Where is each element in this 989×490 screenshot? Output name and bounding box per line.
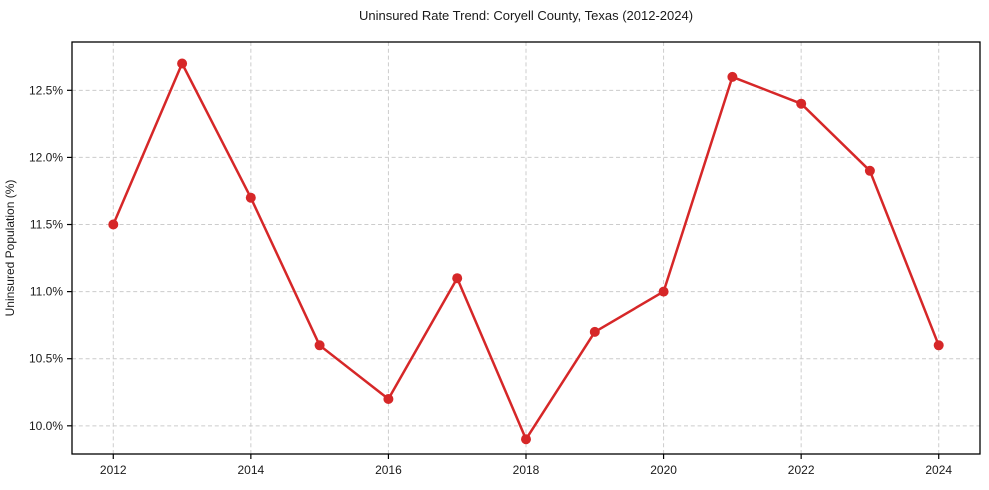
y-axis-label: Uninsured Population (%) — [3, 180, 17, 317]
y-tick-label: 12.0% — [29, 150, 63, 164]
series-layer — [108, 58, 944, 445]
data-point — [245, 192, 256, 203]
data-point — [314, 340, 325, 351]
data-point — [383, 394, 394, 404]
x-tick-label: 2022 — [788, 463, 815, 477]
x-tick-label: 2024 — [925, 463, 952, 477]
x-tick-label: 2020 — [650, 463, 677, 477]
x-tick-label: 2012 — [100, 463, 127, 477]
data-point — [864, 165, 875, 176]
data-point — [658, 286, 669, 297]
y-tick-label: 11.5% — [30, 218, 63, 232]
data-point — [727, 71, 738, 82]
data-point — [108, 219, 119, 230]
data-point — [933, 340, 944, 351]
data-point — [796, 98, 807, 109]
y-tick-label: 12.5% — [29, 83, 63, 97]
x-tick-label: 2018 — [513, 463, 540, 477]
grid-layer — [72, 42, 980, 454]
data-point — [452, 273, 463, 284]
axis-tick-labels: 10.0% 10.5% 11.0% 11.5% 12.0% 12.5% 2012 2014 20… — [29, 83, 952, 477]
y-tick-label: 10.0% — [29, 419, 63, 433]
chart-title: Uninsured Rate Trend: Coryell County, Te… — [359, 8, 693, 23]
y-tick-label: 10.5% — [29, 352, 63, 366]
data-point — [521, 434, 531, 445]
x-tick-label: 2014 — [237, 463, 264, 477]
data-point — [589, 326, 600, 337]
y-tick-label: 11.0% — [30, 285, 63, 299]
tick-layer — [67, 89, 940, 459]
data-point — [177, 58, 188, 69]
x-tick-label: 2016 — [375, 463, 402, 477]
